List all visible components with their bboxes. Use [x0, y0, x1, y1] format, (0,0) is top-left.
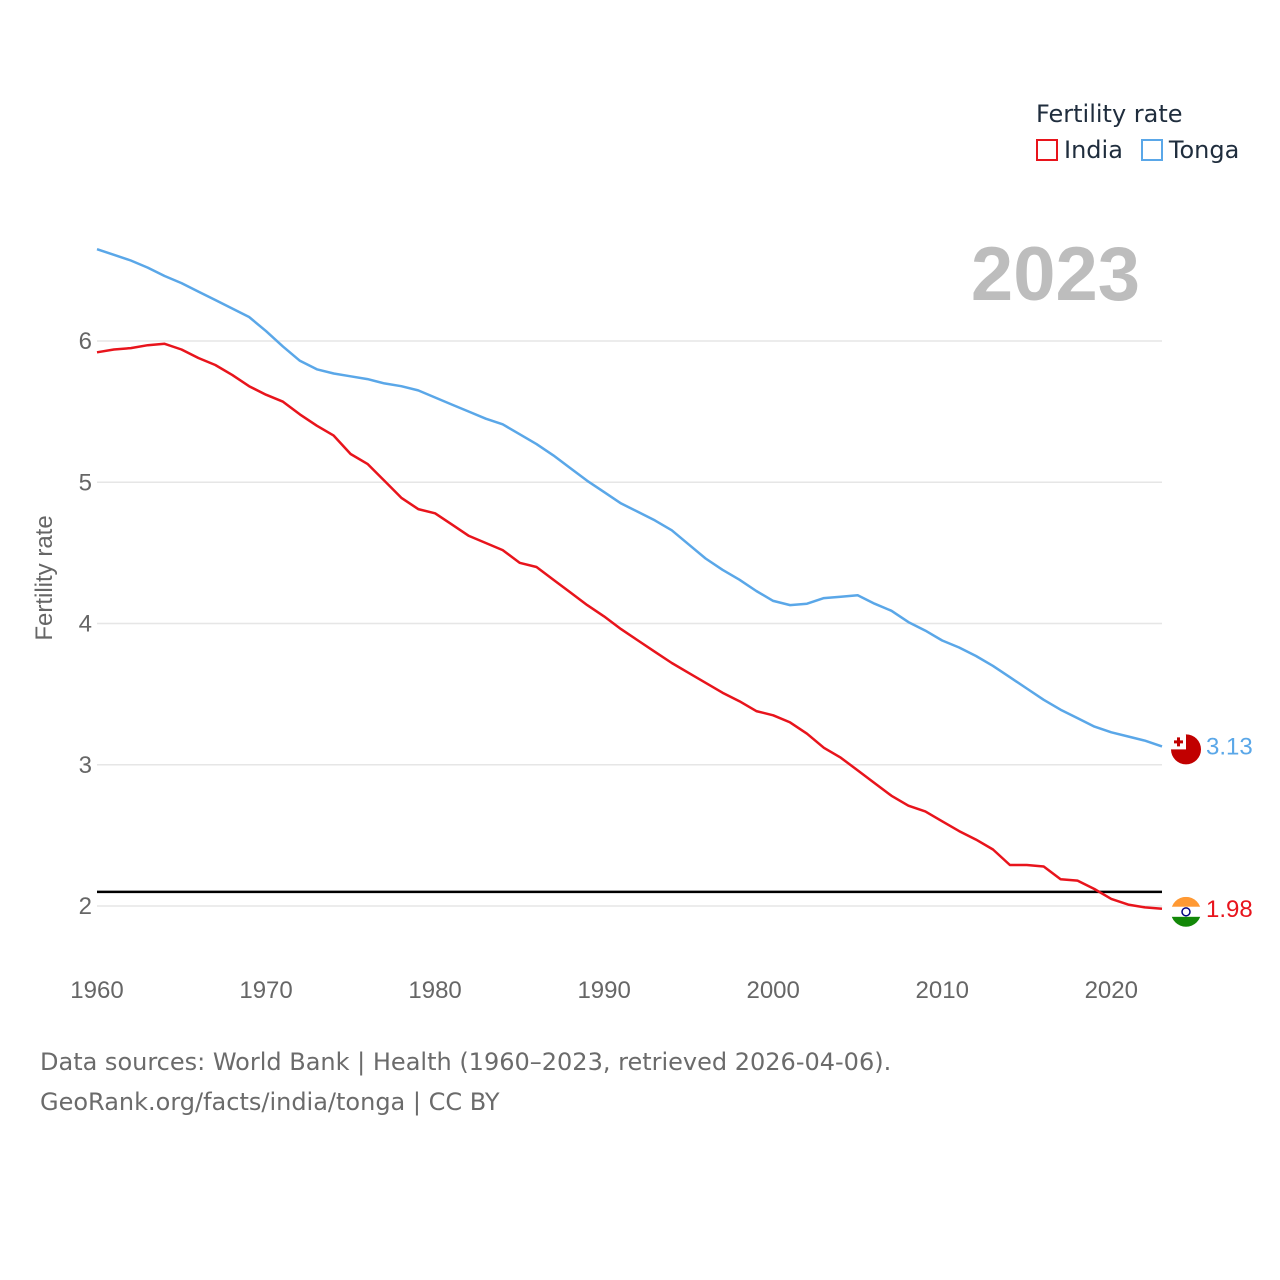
y-tick-label-3: 3 [79, 752, 92, 779]
india-flag-saffron [1171, 896, 1201, 907]
grid-lines [97, 340, 1162, 907]
legend-item-india[interactable]: India [1036, 136, 1123, 164]
legend-swatch-tonga [1140, 139, 1163, 161]
legend-item-tonga[interactable]: Tonga [1140, 136, 1240, 164]
end-label-india: 1.98 [1206, 896, 1253, 923]
x-tick-label-2000: 2000 [746, 977, 799, 1004]
legend-title: Fertility rate [1036, 100, 1183, 128]
y-axis-title: Fertility rate [31, 515, 58, 640]
end-markers: 1.98 3.13 [1171, 733, 1253, 927]
legend-label-india: India [1064, 136, 1123, 164]
series-lines [96, 248, 1163, 911]
x-tick-label-2010: 2010 [916, 977, 969, 1004]
tonga-flag-cross-h [1174, 740, 1183, 744]
series-line-tonga [96, 248, 1163, 748]
india-flag-green [1171, 916, 1201, 927]
y-tick-label-4: 4 [79, 611, 92, 638]
india-flag-icon [1171, 896, 1201, 927]
x-tick-label-1970: 1970 [239, 977, 292, 1004]
x-tick-label-1980: 1980 [408, 977, 461, 1004]
series-line-india [96, 342, 1163, 911]
footer-link[interactable]: GeoRank.org/facts/india/tonga | CC BY [40, 1088, 500, 1116]
india-flag-chakra [1181, 907, 1191, 917]
footer: Data sources: World Bank | Health (1960–… [40, 1042, 891, 1122]
x-axis-ticks: 1960 1970 1980 1990 2000 2010 2020 [70, 977, 1138, 1004]
x-tick-label-1990: 1990 [577, 977, 630, 1004]
legend-swatch-india [1036, 139, 1058, 161]
india-flag-white [1171, 906, 1201, 917]
year-label: 2023 [971, 232, 1140, 317]
y-tick-label-2: 2 [79, 893, 92, 920]
x-tick-label-1960: 1960 [70, 977, 123, 1004]
y-axis-ticks: 2 3 4 5 6 [79, 328, 92, 920]
legend: Fertility rate India Tonga [1036, 100, 1239, 164]
end-label-tonga: 3.13 [1206, 733, 1253, 760]
y-tick-label-5: 5 [79, 469, 92, 496]
footer-sources: Data sources: World Bank | Health (1960–… [40, 1048, 892, 1076]
x-tick-label-2020: 2020 [1085, 977, 1138, 1004]
legend-label-tonga: Tonga [1168, 136, 1240, 164]
y-tick-label-6: 6 [79, 328, 92, 355]
